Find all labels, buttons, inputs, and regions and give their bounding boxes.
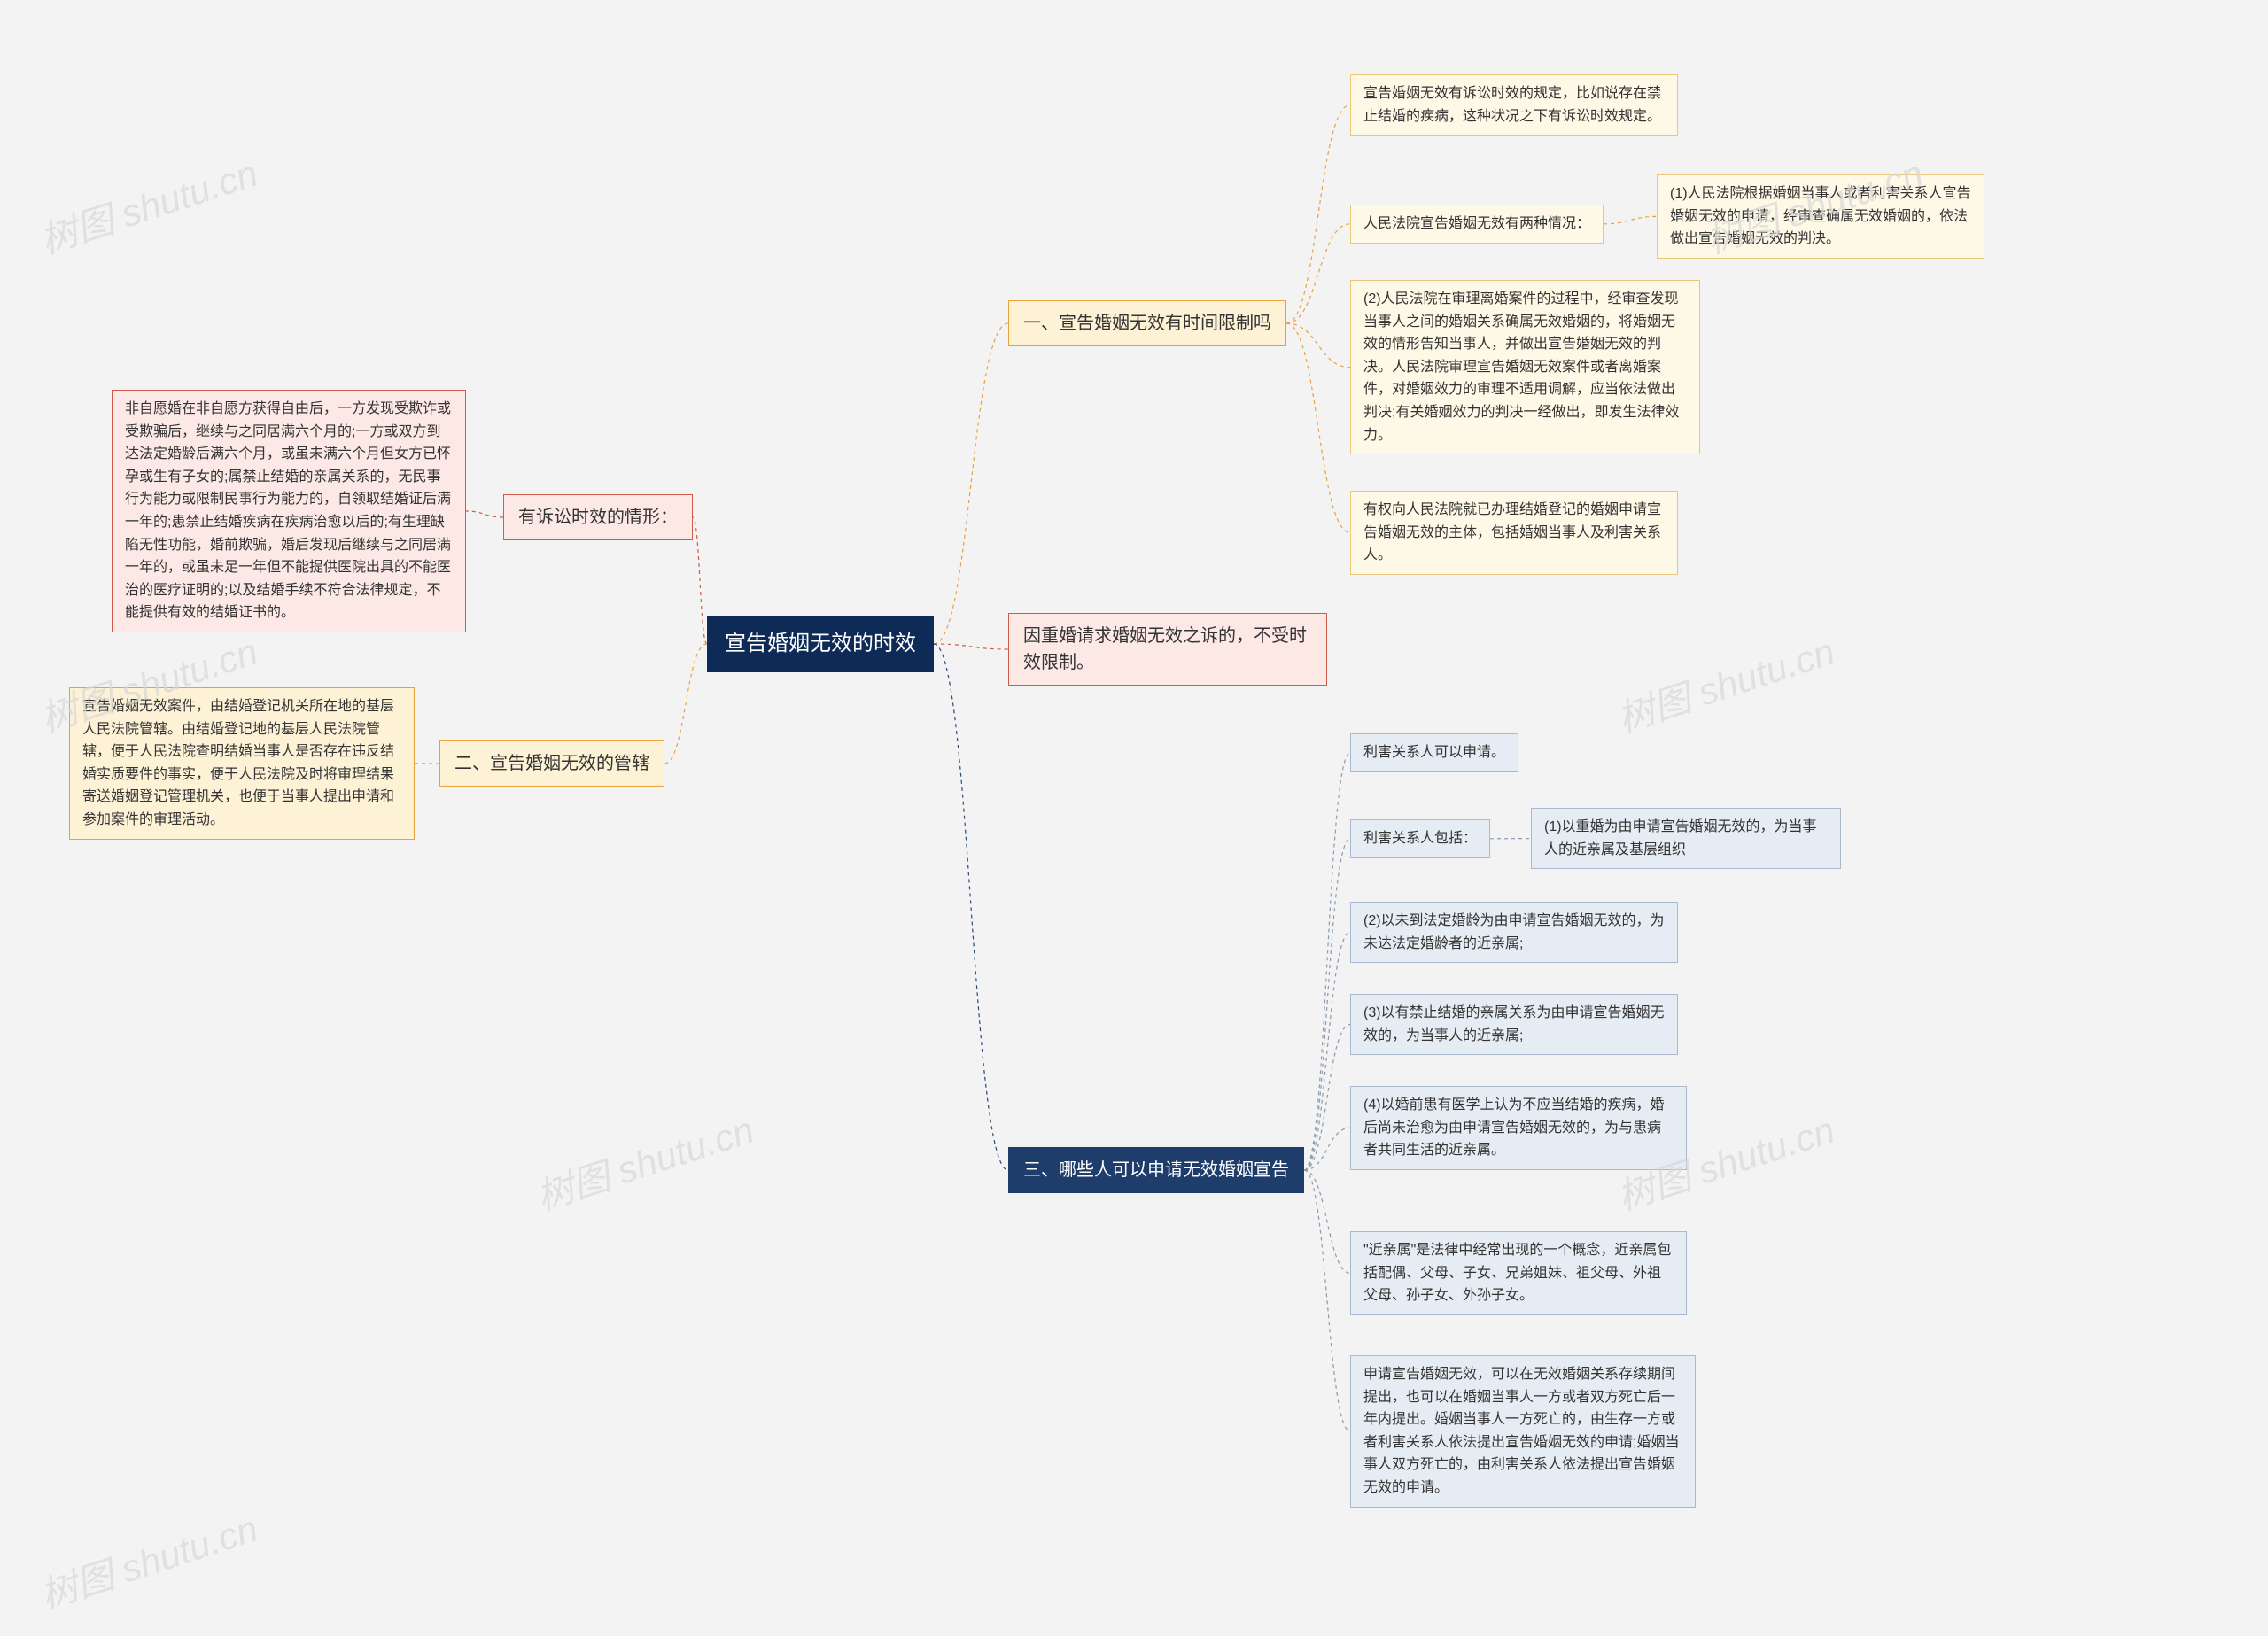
center-node: 宣告婚姻无效的时效 [707, 616, 934, 672]
watermark: 树图 shutu.cn [33, 1499, 264, 1620]
r-blue-b: 利害关系人包括： [1350, 819, 1490, 858]
watermark: 树图 shutu.cn [1610, 622, 1841, 743]
r-blue-a: 利害关系人可以申请。 [1350, 733, 1518, 772]
left-yellow-branch: 二、宣告婚姻无效的管辖 [439, 740, 664, 787]
r-blue-g: 申请宣告婚姻无效，可以在无效婚姻关系存续期间提出，也可以在婚姻当事人一方或者双方… [1350, 1355, 1696, 1508]
right-yellow-branch: 一、宣告婚姻无效有时间限制吗 [1008, 300, 1286, 346]
left-yellow-leaf: 宣告婚姻无效案件，由结婚登记机关所在地的基层人民法院管辖。由结婚登记地的基层人民… [69, 687, 415, 840]
r-yellow-b: 人民法院宣告婚姻无效有两种情况： [1350, 205, 1604, 244]
left-red-branch: 有诉讼时效的情形： [503, 494, 693, 540]
right-red-branch: 因重婚请求婚姻无效之诉的，不受时效限制。 [1008, 613, 1327, 686]
r-yellow-d: 有权向人民法院就已办理结婚登记的婚姻申请宣告婚姻无效的主体，包括婚姻当事人及利害… [1350, 491, 1678, 575]
r-blue-d: (3)以有禁止结婚的亲属关系为由申请宣告婚姻无效的，为当事人的近亲属; [1350, 994, 1678, 1055]
r-blue-b1: (1)以重婚为由申请宣告婚姻无效的，为当事人的近亲属及基层组织 [1531, 808, 1841, 869]
r-yellow-a: 宣告婚姻无效有诉讼时效的规定，比如说存在禁止结婚的疾病，这种状况之下有诉讼时效规… [1350, 74, 1678, 136]
r-yellow-b1: (1)人民法院根据婚姻当事人或者利害关系人宣告婚姻无效的申请，经审查确属无效婚姻… [1657, 174, 1984, 259]
watermark: 树图 shutu.cn [529, 1100, 760, 1221]
r-yellow-c: (2)人民法院在审理离婚案件的过程中，经审查发现当事人之间的婚姻关系确属无效婚姻… [1350, 280, 1700, 454]
r-blue-e: (4)以婚前患有医学上认为不应当结婚的疾病，婚后尚未治愈为由申请宣告婚姻无效的，… [1350, 1086, 1687, 1170]
r-blue-f: "近亲属"是法律中经常出现的一个概念，近亲属包括配偶、父母、子女、兄弟姐妹、祖父… [1350, 1231, 1687, 1315]
left-red-leaf: 非自愿婚在非自愿方获得自由后，一方发现受欺诈或受欺骗后，继续与之同居满六个月的;… [112, 390, 466, 632]
watermark: 树图 shutu.cn [33, 143, 264, 265]
r-blue-c: (2)以未到法定婚龄为由申请宣告婚姻无效的，为未达法定婚龄者的近亲属; [1350, 902, 1678, 963]
right-blue-branch: 三、哪些人可以申请无效婚姻宣告 [1008, 1147, 1304, 1193]
